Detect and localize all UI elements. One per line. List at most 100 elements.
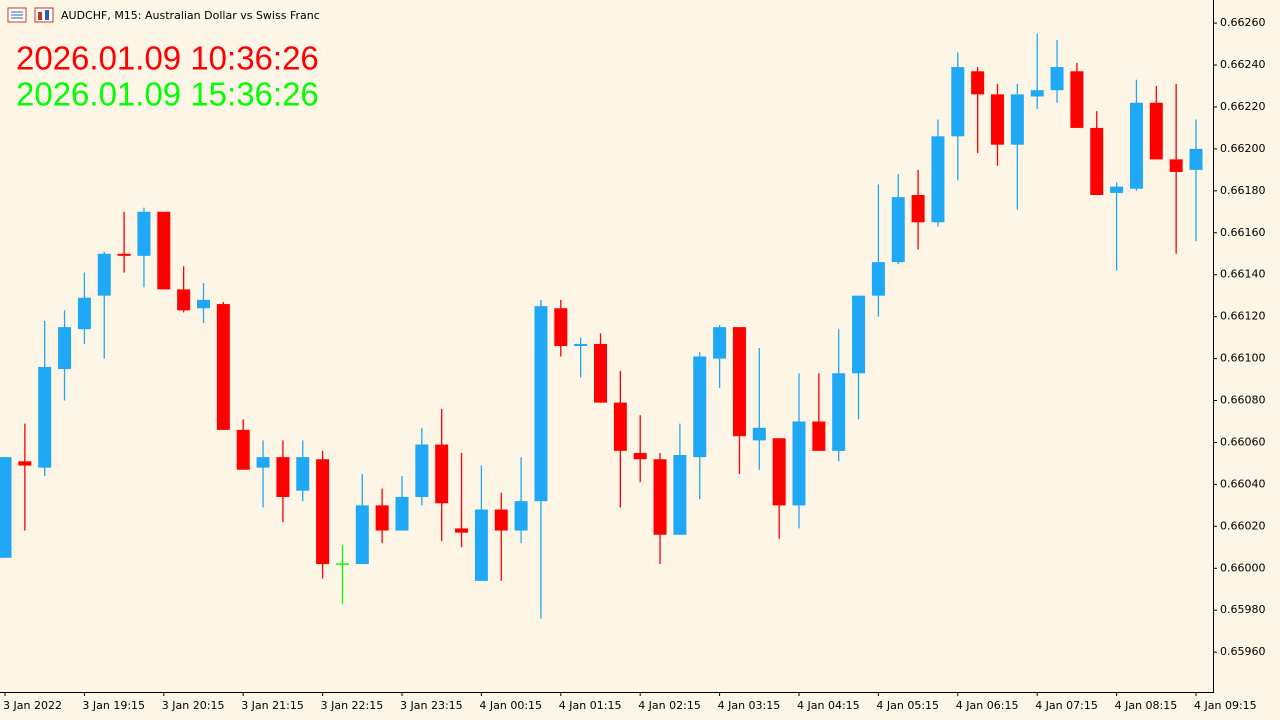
y-tick-label: 0.65960 xyxy=(1220,645,1266,658)
candle-body xyxy=(494,509,508,531)
x-tick-label: 4 Jan 02:15 xyxy=(638,699,701,712)
candle-body xyxy=(177,289,191,311)
candle-body xyxy=(911,195,925,223)
x-tick-label: 4 Jan 07:15 xyxy=(1035,699,1098,712)
candle-body xyxy=(296,457,310,491)
candle-body xyxy=(1030,90,1044,97)
candle-body xyxy=(455,528,469,533)
candle-body xyxy=(97,253,111,296)
candle-body xyxy=(991,94,1004,145)
candle-body xyxy=(693,356,707,458)
candle-body xyxy=(276,457,290,497)
candle-body xyxy=(1169,159,1183,172)
x-tick-label: 4 Jan 04:15 xyxy=(797,699,860,712)
x-tick-label: 4 Jan 01:15 xyxy=(559,699,622,712)
candle-body xyxy=(713,327,727,359)
y-tick-label: 0.66080 xyxy=(1220,394,1266,407)
x-tick-label: 3 Jan 20:15 xyxy=(162,699,225,712)
candle-body xyxy=(435,444,449,504)
candle-body xyxy=(415,444,429,497)
y-tick-label: 0.66020 xyxy=(1220,519,1266,532)
x-tick-label: 4 Jan 03:15 xyxy=(718,699,781,712)
candle-body xyxy=(1129,102,1143,189)
candle-body xyxy=(18,461,32,466)
x-tick-label: 4 Jan 05:15 xyxy=(876,699,939,712)
y-tick-label: 0.65980 xyxy=(1220,603,1266,616)
x-tick-label: 3 Jan 22:15 xyxy=(321,699,384,712)
candle-body xyxy=(117,253,131,256)
y-tick-label: 0.66160 xyxy=(1220,226,1266,239)
candle-body xyxy=(971,71,985,95)
candle-body xyxy=(514,501,528,531)
x-tick-label: 3 Jan 21:15 xyxy=(241,699,304,712)
icon-bar xyxy=(38,12,42,20)
candle-body xyxy=(931,136,945,223)
y-tick-label: 0.66220 xyxy=(1220,100,1266,113)
candle-body xyxy=(1010,94,1024,145)
candle-body xyxy=(375,505,389,531)
candle-body xyxy=(38,366,52,468)
y-tick-label: 0.66260 xyxy=(1220,16,1266,29)
candle-body xyxy=(554,308,568,346)
y-tick-label: 0.66240 xyxy=(1220,58,1266,71)
candle-body xyxy=(832,373,846,451)
x-tick-label: 3 Jan 23:15 xyxy=(400,699,463,712)
candle-body xyxy=(316,459,330,565)
y-tick-label: 0.66100 xyxy=(1220,352,1266,365)
candle-body xyxy=(395,496,409,531)
x-tick-label: 4 Jan 00:15 xyxy=(479,699,542,712)
candle-body xyxy=(1090,127,1104,196)
candle-body xyxy=(871,262,885,296)
candle-body xyxy=(772,438,786,506)
candle-body xyxy=(1110,186,1124,193)
candle-body xyxy=(256,457,270,468)
x-tick-label: 4 Jan 06:15 xyxy=(956,699,1019,712)
candle-body xyxy=(633,452,647,460)
y-tick-label: 0.66200 xyxy=(1220,142,1266,155)
candle-body xyxy=(594,343,607,403)
candle-body xyxy=(812,421,826,451)
candle-body xyxy=(236,429,250,470)
y-tick-label: 0.66040 xyxy=(1220,477,1266,490)
x-tick-label: 4 Jan 09:15 xyxy=(1194,699,1257,712)
candle-body xyxy=(891,197,905,263)
candle-body xyxy=(1149,102,1163,160)
candle-body xyxy=(77,297,91,330)
candle-body xyxy=(613,402,627,451)
candle-body xyxy=(0,457,12,558)
candle-body xyxy=(852,295,866,374)
icon-bar xyxy=(45,10,49,20)
candle-body xyxy=(1050,67,1064,91)
candle-body xyxy=(157,211,171,290)
candle-body xyxy=(673,455,687,535)
time-label: 2026.01.09 10:36:26 xyxy=(16,40,319,77)
x-tick-label: 3 Jan 19:15 xyxy=(82,699,145,712)
y-tick-label: 0.66060 xyxy=(1220,435,1266,448)
candle-body xyxy=(1189,148,1203,170)
candle-body xyxy=(335,563,349,565)
candle-body xyxy=(951,67,965,137)
candle-body xyxy=(653,459,667,535)
candle-body xyxy=(355,505,369,565)
x-tick-label: 3 Jan 2022 xyxy=(3,699,62,712)
y-tick-label: 0.66000 xyxy=(1220,561,1266,574)
candle-body xyxy=(137,211,151,256)
y-tick-label: 0.66120 xyxy=(1220,310,1266,323)
candle-body xyxy=(752,427,766,441)
y-tick-label: 0.66140 xyxy=(1220,268,1266,281)
candle-body xyxy=(216,304,230,430)
candle-body xyxy=(792,421,806,506)
chart-icon[interactable] xyxy=(34,7,54,23)
x-tick-label: 4 Jan 08:15 xyxy=(1115,699,1178,712)
y-tick-label: 0.66180 xyxy=(1220,184,1266,197)
time-label: 2026.01.09 15:36:26 xyxy=(16,76,319,113)
chart-title: AUDCHF, M15: Australian Dollar vs Swiss … xyxy=(61,9,320,22)
candle-body xyxy=(534,306,548,502)
candle-body xyxy=(58,327,72,370)
candle-body xyxy=(732,327,746,437)
candle-body xyxy=(474,509,488,581)
candle-body xyxy=(1070,71,1084,128)
candle-body xyxy=(197,299,210,309)
